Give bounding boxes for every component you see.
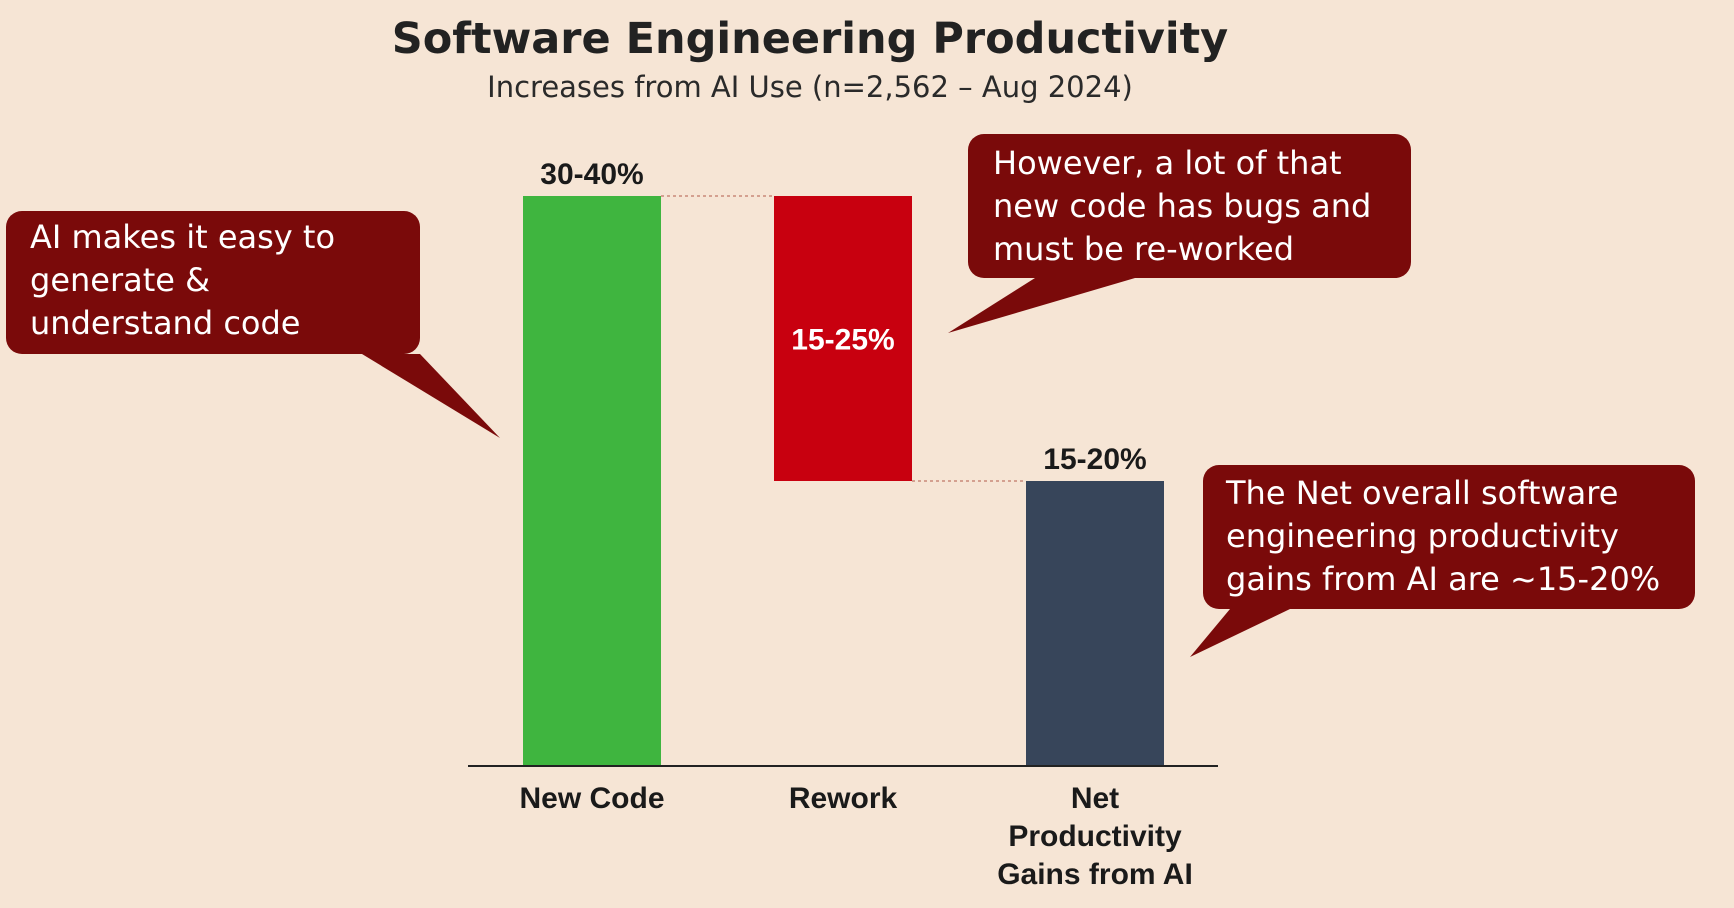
category-label-rework: Rework (789, 782, 898, 815)
bar-net-productivity (1026, 481, 1164, 766)
value-label-net-productivity: 15-20% (1043, 443, 1146, 476)
callout-left-text: AI makes it easy to generate & understan… (30, 216, 335, 345)
value-label-rework: 15-25% (791, 324, 894, 357)
callout-left-bubble (6, 211, 420, 354)
chart-subtitle: Increases from AI Use (n=2,562 – Aug 202… (487, 70, 1133, 104)
callout-line: understand code (30, 304, 301, 342)
value-label-new-code: 30-40% (540, 158, 643, 191)
callout-line: However, a lot of that (993, 144, 1342, 182)
chart-title: Software Engineering Productivity (391, 14, 1229, 64)
callout-left-pointer (362, 354, 500, 438)
callout-line: AI makes it easy to (30, 218, 336, 256)
callout-top-right-bubble (968, 134, 1411, 278)
callout-line: must be re-worked (993, 230, 1294, 268)
callout-bottom-right-bubble (1203, 465, 1695, 609)
callout-bottom-right-text: The Net overall software engineering pro… (1226, 472, 1660, 601)
bar-new-code (523, 196, 661, 766)
callout-bottom-right-pointer (1190, 609, 1290, 657)
callout-line: generate & (30, 261, 211, 299)
callout-line: gains from AI are ~15-20% (1226, 560, 1661, 598)
callout-line: The Net overall software (1226, 474, 1619, 512)
bar-rework (774, 196, 912, 481)
callout-top-right-pointer (948, 278, 1135, 333)
callout-line: new code has bugs and (993, 187, 1372, 225)
callout-top-right-text: However, a lot of that new code has bugs… (993, 142, 1371, 271)
category-label-net-productivity: Net Productivity Gains from AI (997, 782, 1193, 891)
category-label-new-code: New Code (519, 782, 664, 815)
callout-line: engineering productivity (1226, 517, 1619, 555)
